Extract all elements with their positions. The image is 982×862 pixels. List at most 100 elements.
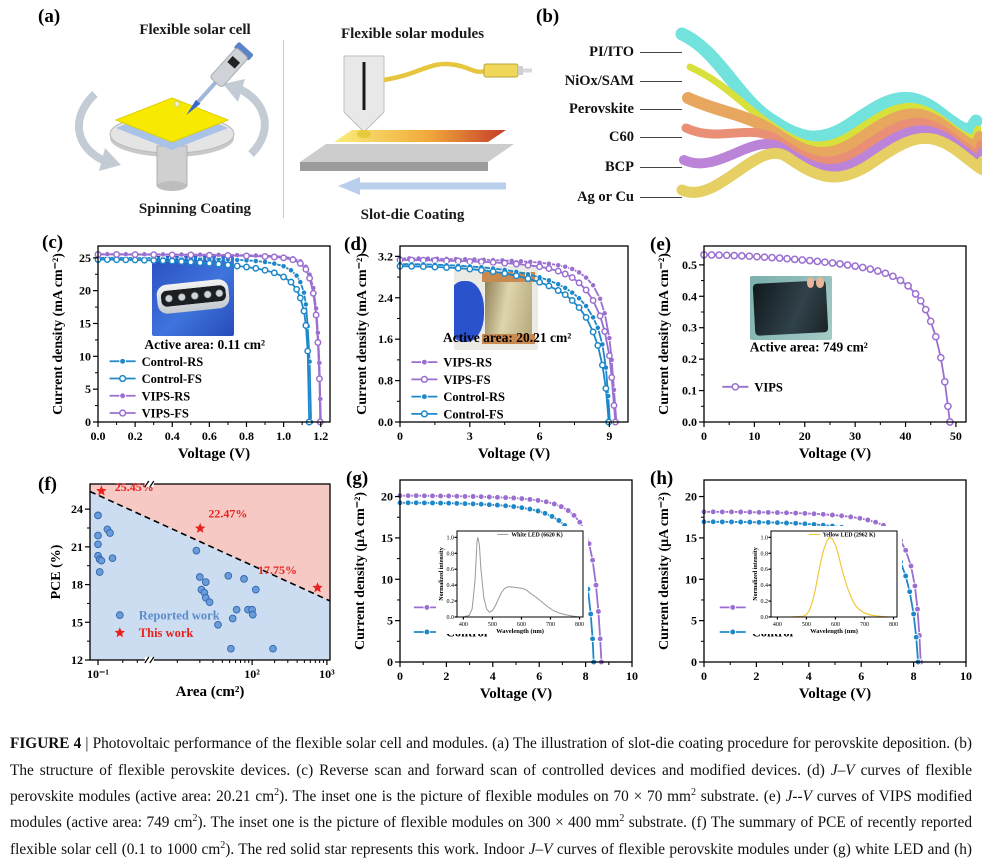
svg-text:2: 2 [753,669,759,683]
svg-text:Current density (mA cm⁻²): Current density (mA cm⁻²) [657,253,672,415]
layer-ribbon-0 [675,27,982,144]
svg-text:Voltage (V): Voltage (V) [478,446,550,462]
panel-label-b: (b) [536,6,560,27]
svg-text:White LED (6620 K): White LED (6620 K) [511,531,562,538]
leader-line [640,166,682,168]
panel-label-d: (d) [344,234,368,255]
device-stack-illustration [675,27,982,198]
svg-text:2: 2 [443,669,449,683]
svg-text:Wavelength (nm): Wavelength (nm) [496,628,544,634]
inset-photo-small-module [454,266,538,350]
svg-text:0.0: 0.0 [761,615,769,621]
svg-text:10: 10 [626,669,638,683]
slot-die-illustration [300,55,532,195]
svg-text:800: 800 [889,622,898,628]
svg-text:0: 0 [85,415,91,429]
chart-panel-d: 0 3 6 9 0.0 0.8 1.6 2.4 3.2 Voltage (V) Current de… [352,238,636,462]
blue-glove [454,281,485,342]
svg-text:0.8: 0.8 [761,551,769,557]
panel-label-g: (g) [346,468,369,489]
leader-line [640,196,682,198]
svg-text:4: 4 [806,669,812,683]
panel-b: PI/ITO NiOx/SAM Perovskite C60 BCP Ag or Cu [520,4,982,230]
svg-text:0.0: 0.0 [91,429,106,443]
layer-ribbon-5 [676,132,982,198]
svg-text:Normalized intensity: Normalized intensity [753,547,759,601]
panel-label-a: (a) [38,6,61,27]
svg-text:24: 24 [71,502,83,516]
svg-text:3: 3 [467,429,473,443]
svg-text:1.0: 1.0 [761,535,769,541]
svg-text:6: 6 [536,669,542,683]
svg-text:10: 10 [960,669,972,683]
svg-text:700: 700 [860,622,869,628]
svg-text:10: 10 [79,349,91,363]
svg-text:Active area: 20.21 cm²: Active area: 20.21 cm² [443,330,571,345]
finger [816,277,824,288]
svg-text:700: 700 [546,622,555,628]
svg-text:VIPS-RS: VIPS-RS [142,389,191,403]
svg-text:Reported work: Reported work [139,609,220,623]
leader-line [640,136,682,138]
svg-text:22.47%: 22.47% [208,506,247,520]
slot-die-title: Flexible solar modules [340,26,485,42]
inset-photo-flexible-cell [152,256,234,336]
svg-text:10⁻¹: 10⁻¹ [87,667,109,681]
svg-text:Control-RS: Control-RS [142,355,204,369]
leader-line [640,80,682,82]
panel-label-h: (h) [650,468,674,489]
svg-text:VIPS-FS: VIPS-FS [443,373,490,387]
svg-text:0: 0 [387,655,393,669]
svg-text:0.4: 0.4 [447,583,455,589]
svg-text:This work: This work [139,626,194,640]
svg-text:0.8: 0.8 [239,429,254,443]
spin-coating-illustration [74,42,269,191]
panel-label-e: (e) [650,234,672,255]
spin-coating-title: Flexible solar cell [139,22,251,38]
svg-text:Voltage (V): Voltage (V) [178,446,250,462]
svg-text:17.75%: 17.75% [258,563,297,577]
svg-text:600: 600 [831,622,840,628]
chart-panel-e: 0 10 20 30 40 50 0.0 0.1 0.2 0.3 0.4 0.5 Voltage (V)… [654,238,976,462]
svg-text:0.2: 0.2 [761,599,769,605]
svg-text:0: 0 [397,669,403,683]
device-layer-labels: PI/ITO NiOx/SAM Perovskite C60 BCP Ag or Cu [538,30,698,220]
svg-text:15: 15 [79,316,91,330]
svg-text:400: 400 [773,622,782,628]
layer-label: C60 [609,128,634,145]
svg-text:8: 8 [583,669,589,683]
svg-text:20: 20 [79,284,91,298]
svg-text:21: 21 [71,540,83,554]
svg-text:10: 10 [748,429,760,443]
svg-text:40: 40 [900,429,912,443]
svg-text:0.6: 0.6 [202,429,217,443]
svg-text:600: 600 [517,622,526,628]
chart-svg-d: 0 3 6 9 0.0 0.8 1.6 2.4 3.2 Voltage (V) Current de… [355,245,629,462]
svg-text:PCE (%): PCE (%) [49,544,64,599]
figure-caption: FIGURE 4 | Photovoltaic performance of t… [10,735,973,858]
layer-label: BCP [605,158,634,175]
chart-panel-c: 0.0 0.2 0.4 0.6 0.8 1.0 1.2 0 5 10 15 20 25 Voltage (… [48,238,338,462]
svg-text:0.5: 0.5 [682,258,697,272]
svg-text:0.4: 0.4 [165,429,180,443]
layer-label: Ag or Cu [577,188,634,205]
layer-row-ag-or-cu: Ag or Cu [538,188,682,206]
svg-text:Normalized intensity: Normalized intensity [439,547,445,601]
inset-spectrum-white-led: 400 500 600 700 800 0.0 0.2 0.4 0.6 0.8 1.0 Wavelen… [436,526,588,634]
svg-text:8: 8 [911,669,917,683]
svg-text:25.45%: 25.45% [115,480,154,494]
chart-svg-gi: 400 500 600 700 800 0.0 0.2 0.4 0.6 0.8 1.0 Wavelen… [439,530,584,634]
svg-text:Wavelength (nm): Wavelength (nm) [810,628,858,634]
svg-text:Active area: 749 cm²: Active area: 749 cm² [750,340,868,355]
svg-text:10²: 10² [244,667,260,681]
chart-panel-h: 400 500 600 700 800 0.0 0.2 0.4 0.6 0.8 1.0 Wavelen… [654,472,976,704]
svg-text:10: 10 [685,572,697,586]
flexible-module [482,271,535,345]
svg-text:12: 12 [71,653,83,667]
svg-text:20: 20 [685,490,697,504]
svg-text:18: 18 [71,578,83,592]
spin-coating-caption: Spinning Coating [138,201,252,217]
svg-text:0.2: 0.2 [682,352,697,366]
svg-text:0: 0 [397,429,403,443]
